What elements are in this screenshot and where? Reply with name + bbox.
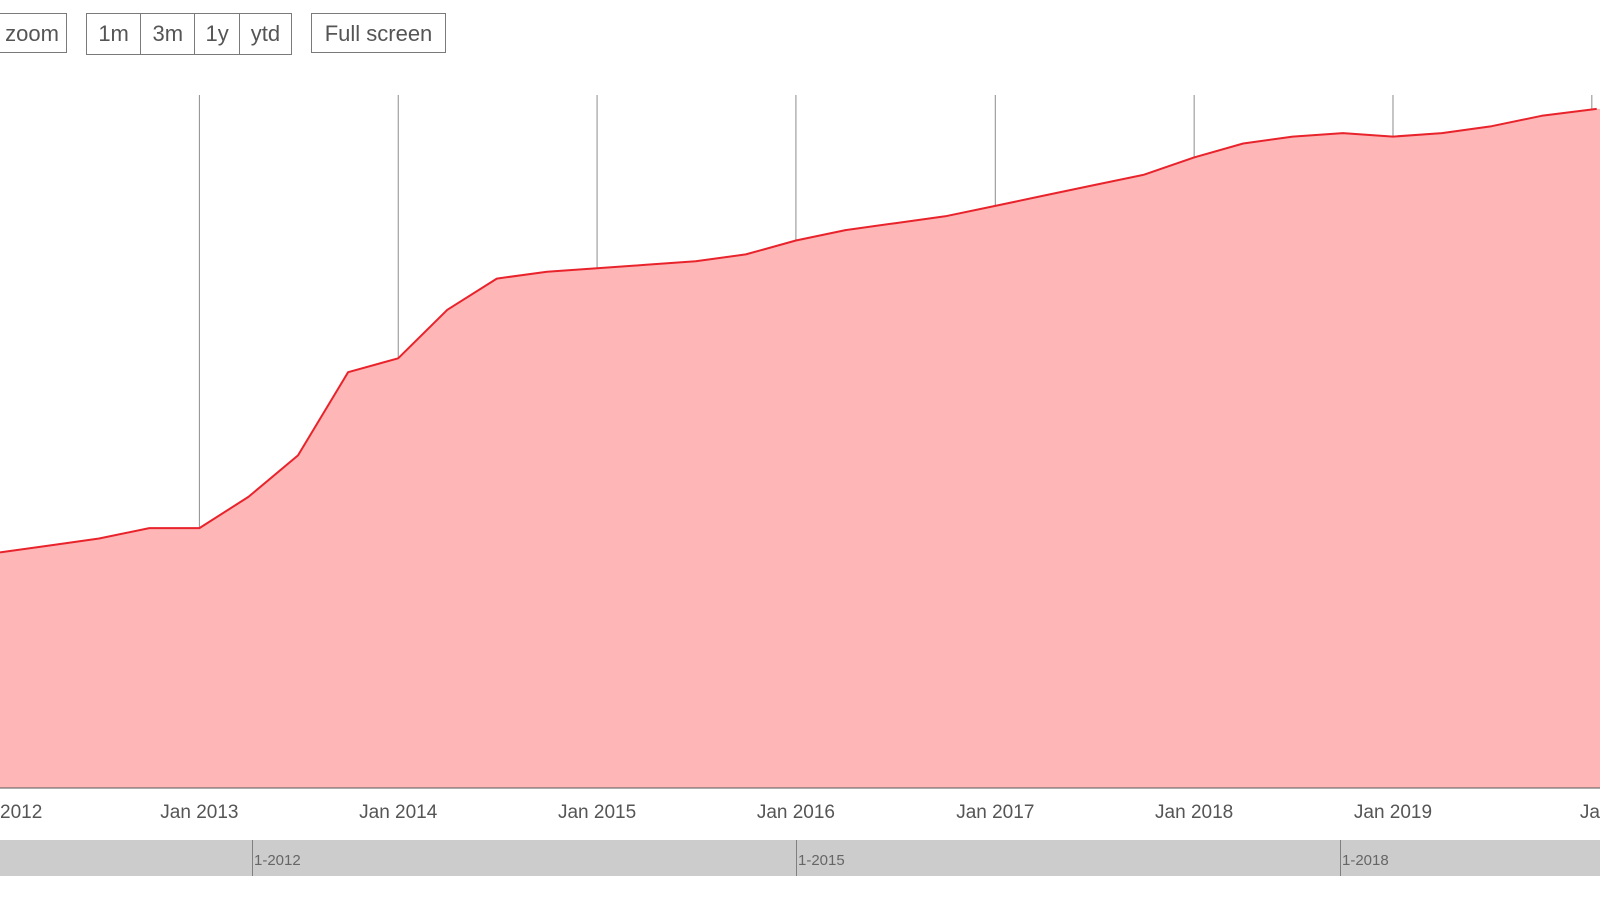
- x-tick-label: Jan 2014: [359, 802, 438, 823]
- series-area-fill: [0, 108, 1600, 788]
- range-button-1y[interactable]: 1y: [195, 14, 240, 54]
- navigator-tick: [796, 840, 797, 876]
- x-tick-label: 2012: [0, 802, 42, 823]
- navigator-label: 1-2012: [254, 852, 301, 869]
- navigator-tick: [252, 840, 253, 876]
- range-selector: 1m 3m 1y ytd: [86, 13, 292, 55]
- x-tick-label: Ja: [1580, 802, 1600, 823]
- x-tick-label: Jan 2013: [160, 802, 238, 823]
- x-tick-label: Jan 2017: [956, 802, 1034, 823]
- navigator-tick: [1340, 840, 1341, 876]
- x-axis-tick-labels: 2012 Jan 2013 Jan 2014 Jan 2015 Jan 2016 Jan …: [0, 802, 1600, 823]
- x-tick-label: Jan 2018: [1155, 802, 1233, 823]
- range-button-ytd[interactable]: ytd: [250, 21, 281, 46]
- navigator-bar[interactable]: 1-2012 1-2015 1-2018: [0, 840, 1600, 876]
- range-toolbar: zoom 1m 3m 1y ytd Full screen: [0, 13, 600, 55]
- area-chart[interactable]: 2012 Jan 2013 Jan 2014 Jan 2015 Jan 2016 Jan …: [0, 0, 1600, 840]
- zoom-label: zoom: [0, 13, 67, 53]
- range-button-1m[interactable]: 1m: [87, 14, 142, 54]
- x-tick-label: Jan 2016: [757, 802, 835, 823]
- range-button-3m[interactable]: 3m: [141, 14, 196, 54]
- x-tick-label: Jan 2019: [1354, 802, 1432, 823]
- x-tick-label: Jan 2015: [558, 802, 636, 823]
- fullscreen-button[interactable]: Full screen: [311, 13, 446, 53]
- navigator-label: 1-2018: [1342, 852, 1389, 869]
- navigator-label: 1-2015: [798, 852, 845, 869]
- series-line: [0, 107, 1597, 554]
